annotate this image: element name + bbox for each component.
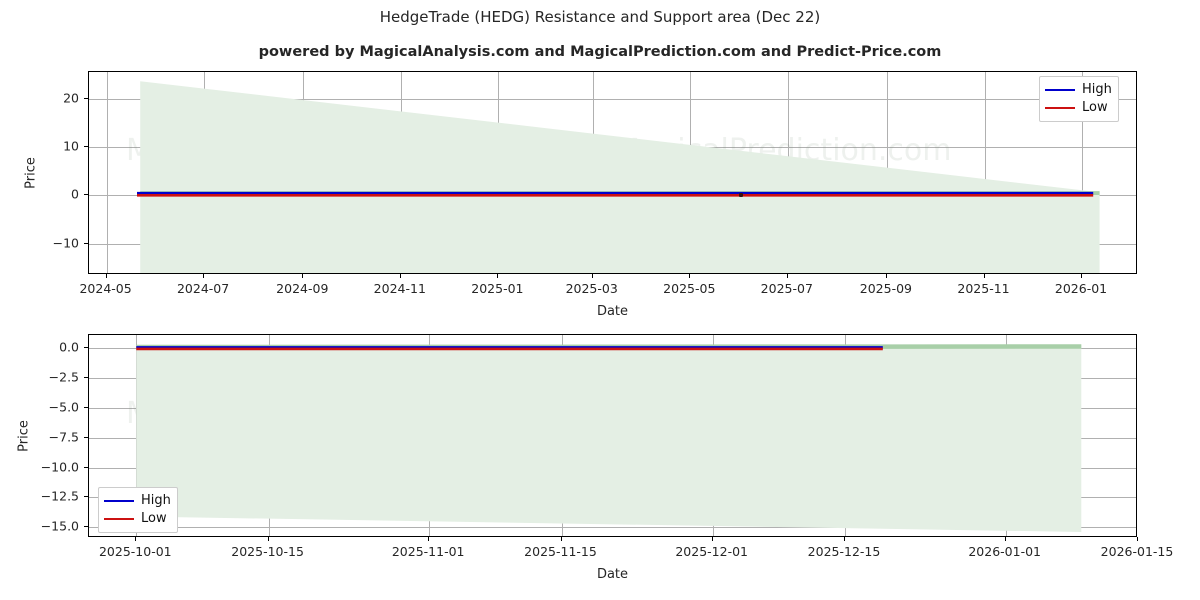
x-tickmark — [689, 274, 691, 278]
legend-swatch-low — [1045, 107, 1075, 109]
legend-label-high: High — [141, 493, 171, 508]
x-tick-label: 2024-07 — [176, 281, 230, 296]
legend-label-high: High — [1082, 82, 1112, 97]
x-tick-label: 2025-11 — [957, 281, 1010, 296]
x-tick-label: 2025-12-01 — [675, 544, 749, 559]
y-tickmark — [84, 97, 88, 99]
legend-row-low[interactable]: Low — [104, 510, 171, 528]
x-tickmark — [203, 274, 205, 278]
page-title: HedgeTrade (HEDG) Resistance and Support… — [379, 8, 821, 26]
y-tickmark — [84, 194, 88, 196]
gridline-vertical — [1082, 72, 1083, 273]
y-axis-label: Price — [16, 419, 32, 452]
x-tick-label: 2025-12-15 — [807, 544, 881, 559]
x-tickmark — [267, 537, 269, 541]
x-tick-label: 2026-01 — [1054, 281, 1108, 296]
x-tick-label: 2025-01 — [471, 281, 524, 296]
page-subtitle: powered by MagicalAnalysis.com and Magic… — [258, 44, 942, 60]
x-tickmark — [105, 274, 107, 278]
y-tick-label: −10.0 — [40, 459, 79, 474]
y-tick-label: −10 — [52, 235, 79, 251]
chart-legend: High Low — [1039, 76, 1119, 122]
x-tick-label: 2025-05 — [663, 281, 716, 296]
y-tickmark — [84, 436, 88, 438]
gridline-vertical — [984, 72, 986, 273]
x-tick-label: 2025-11-01 — [391, 544, 465, 559]
x-tickmark — [885, 274, 887, 278]
x-tickmark — [1137, 537, 1138, 541]
gridline-horizontal — [89, 527, 1136, 529]
x-tickmark — [591, 274, 593, 278]
y-axis-label: Price — [23, 156, 39, 189]
x-tick-label: 2024-09 — [276, 281, 329, 296]
y-tick-label: −12.5 — [40, 488, 79, 504]
y-tick-label: −2.5 — [48, 369, 79, 385]
legend-swatch-low — [104, 518, 134, 520]
y-tickmark — [84, 406, 88, 408]
x-tick-label: 2025-09 — [859, 281, 913, 296]
legend-label-low: Low — [141, 511, 167, 526]
x-tickmark — [844, 537, 845, 541]
x-axis-label: Date — [596, 304, 629, 319]
y-tick-label: −15.0 — [40, 518, 79, 534]
x-tick-label: 2024-11 — [373, 281, 426, 296]
x-tickmark — [1081, 274, 1082, 278]
gridline-horizontal — [89, 98, 1136, 100]
y-tick-label: −7.5 — [48, 429, 79, 445]
legend-swatch-high — [1045, 89, 1075, 91]
x-tickmark — [302, 274, 304, 278]
x-tick-label: 2026-01-15 — [1100, 544, 1174, 559]
x-tick-label: 2025-07 — [760, 281, 813, 296]
y-tick-label: 10 — [63, 138, 79, 154]
legend-row-low[interactable]: Low — [1045, 99, 1112, 117]
y-tickmark — [84, 145, 88, 147]
band-overlay — [137, 81, 1100, 273]
y-tickmark — [84, 526, 88, 528]
legend-label-low: Low — [1082, 100, 1108, 115]
x-tickmark — [497, 274, 499, 278]
x-tickmark — [711, 537, 713, 541]
x-tickmark — [983, 274, 985, 278]
pivot-marker — [739, 193, 744, 198]
x-tickmark — [399, 274, 401, 278]
resistance-support-wedge — [136, 344, 1082, 532]
x-tick-label: 2025-10-15 — [231, 544, 304, 559]
x-tickmark — [428, 537, 430, 541]
x-axis-label: Date — [596, 567, 629, 582]
x-tick-label: 2025-10-01 — [98, 544, 172, 559]
x-tick-label: 2025-11-15 — [524, 544, 597, 559]
y-tickmark — [84, 347, 88, 349]
legend-row-high[interactable]: High — [1045, 81, 1112, 99]
resistance-support-wedge — [140, 81, 1100, 273]
x-tickmark — [135, 537, 137, 541]
legend-row-high[interactable]: High — [104, 492, 171, 510]
y-tick-label: −5.0 — [48, 399, 79, 415]
x-tickmark — [1004, 537, 1006, 541]
x-tick-label: 2024-05 — [79, 281, 132, 296]
y-tickmark — [84, 466, 88, 468]
y-tick-label: 20 — [63, 90, 79, 106]
y-tick-label: 0 — [71, 186, 79, 202]
band-overlay — [136, 344, 1082, 532]
legend-swatch-high — [104, 500, 134, 502]
y-tickmark — [84, 496, 88, 498]
y-tickmark — [84, 377, 88, 378]
y-tickmark — [84, 242, 88, 244]
chart-legend: High Low — [98, 487, 178, 533]
gridline-vertical — [106, 72, 108, 273]
x-tick-label: 2026-01-01 — [968, 544, 1042, 559]
x-tick-label: 2025-03 — [565, 281, 618, 296]
y-tick-label: 0.0 — [59, 339, 79, 355]
x-tickmark — [786, 274, 788, 278]
x-tickmark — [560, 537, 562, 541]
